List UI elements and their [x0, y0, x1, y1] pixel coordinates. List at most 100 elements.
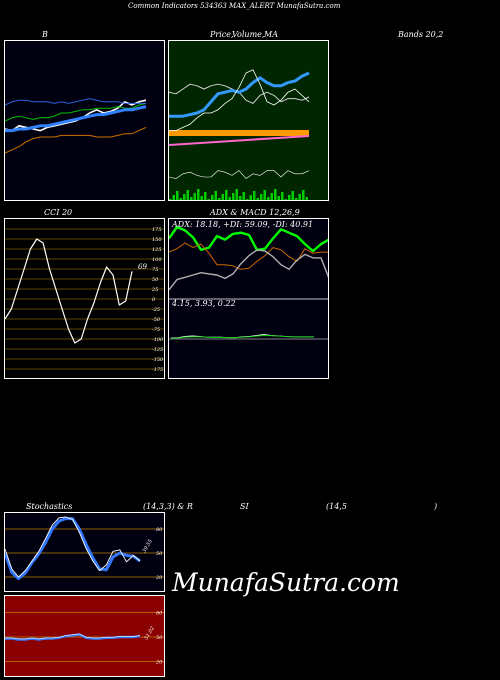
volume-bar — [179, 198, 182, 200]
rsi-tick-label: 80 — [156, 610, 163, 616]
macd-values: 4.15, 3.93, 0.22 — [172, 299, 236, 308]
volume-bar — [169, 199, 172, 200]
volume-bar — [288, 195, 291, 200]
stochastics-panel: 80 50 20 39.55 — [4, 512, 165, 592]
volume-bar — [277, 196, 280, 200]
price-title-c: MA — [264, 30, 278, 39]
cci-chart: 175 150 125 100 75 50 25 0 -25 -50 -75 -100 -125 -150… — [5, 227, 164, 373]
cci-value: 69 — [138, 263, 147, 271]
price-chart — [169, 69, 310, 200]
cci-tick-label: -150 — [152, 357, 164, 363]
price-panel — [168, 40, 329, 201]
cci-tick-label: -75 — [152, 327, 160, 333]
cci-tick-label: 150 — [152, 237, 162, 243]
macd-signal-line — [170, 335, 314, 339]
volume-bar — [274, 189, 277, 200]
adx-values: ADX: 18.18, +DI: 59.09, -DI: 40.91 — [172, 220, 314, 229]
price-title-b: Volume, — [232, 30, 265, 39]
volume-bar — [200, 196, 203, 200]
adx-title: ADX & MACD 12,26,9 — [210, 208, 300, 217]
rsi-line-highlight — [5, 633, 141, 640]
cci-tick-label: -25 — [152, 307, 160, 313]
volume-bar — [214, 191, 217, 200]
volume-bar — [242, 192, 245, 200]
cci-panel: 175 150 125 100 75 50 25 0 -25 -50 -75 -100 -125 -150… — [4, 218, 165, 379]
bollinger-panel — [4, 40, 165, 201]
volume-bar — [172, 195, 175, 200]
volume-bar — [204, 192, 207, 200]
price-line — [169, 69, 310, 131]
volume-bar — [260, 194, 263, 200]
rsi-params: (14,5 — [326, 502, 347, 511]
middle-band-shadow-line — [5, 98, 146, 106]
ma-blue-line — [169, 71, 310, 118]
cci-title: CCI 20 — [44, 208, 73, 217]
adx-chart — [169, 225, 328, 340]
page-title: Common Indicators 534363 MAX_ALERT Munaf… — [128, 2, 341, 10]
adx-macd-panel — [168, 218, 329, 379]
ma-pink-line — [169, 135, 310, 146]
cci-tick-label: -50 — [152, 317, 161, 323]
cci-line — [5, 238, 133, 344]
cci-tick-label: 50 — [152, 277, 159, 283]
stoch-value-label: 39.55 — [142, 539, 154, 554]
volume-bar — [302, 190, 305, 200]
volume-bar — [186, 190, 189, 200]
volume-bar — [183, 194, 186, 200]
volume-bar — [246, 199, 249, 200]
upper-band-line — [5, 102, 147, 122]
price-title-a: Price, — [210, 30, 234, 39]
stoch-d-line — [5, 517, 141, 581]
volume-bar — [263, 190, 266, 200]
rsi-line — [5, 633, 141, 641]
volume-bar — [207, 199, 210, 200]
volume-bar — [281, 192, 284, 200]
volume-bar — [193, 193, 196, 200]
rsi-tick-label: 50 — [156, 635, 163, 641]
stoch-title: Stochastics — [26, 502, 73, 511]
stoch-tick-label: 20 — [155, 575, 163, 581]
volume-bar — [228, 197, 231, 200]
bb-title: B — [42, 30, 48, 39]
stoch-tick-label: 80 — [156, 527, 163, 533]
rsi-paren: ) — [434, 502, 438, 511]
cci-tick-label: 175 — [152, 227, 162, 233]
cci-tick-label: 0 — [152, 297, 156, 303]
rsi-tick-label: 20 — [155, 660, 163, 666]
volume-bar — [298, 194, 301, 200]
cci-tick-label: -125 — [152, 347, 163, 353]
rsi-chart: 80 50 20 51.02 — [5, 610, 164, 666]
volume-bar — [176, 191, 179, 200]
lower-band-line — [5, 126, 147, 154]
price-line — [5, 99, 147, 132]
volume-bar — [305, 197, 308, 200]
volume-bar — [225, 190, 228, 200]
volume-bar — [253, 191, 256, 200]
stoch-tick-label: 50 — [156, 551, 163, 557]
volume-bar — [232, 193, 235, 200]
stoch-params: (14,3,3) & R — [143, 502, 193, 511]
volume-bar — [197, 189, 200, 200]
stochastics-chart: 80 50 20 39.55 — [5, 516, 164, 581]
cci-tick-label: -100 — [152, 337, 164, 343]
cci-tick-label: 25 — [151, 287, 158, 293]
rsi-panel: 80 50 20 51.02 — [4, 595, 165, 677]
volume-bar — [270, 193, 273, 200]
volume-bar — [267, 197, 270, 200]
cci-tick-label: 125 — [152, 247, 162, 253]
volume-bar — [256, 198, 259, 200]
bollinger-chart — [5, 98, 147, 154]
ma-thin-line — [169, 170, 310, 179]
volume-bar — [284, 199, 287, 200]
adx-line — [169, 249, 328, 291]
cci-tick-label: -175 — [152, 367, 163, 373]
volume-bar — [295, 198, 298, 200]
rsi-value-label: 51.02 — [144, 626, 156, 641]
bands-title: Bands 20,2 — [398, 30, 444, 39]
volume-bar — [221, 194, 224, 200]
volume-bar — [211, 195, 214, 200]
plus-di-line — [169, 225, 328, 253]
watermark: MunafaSutra.com — [172, 568, 400, 597]
volume-bar — [218, 198, 221, 200]
middle-band-line — [5, 105, 147, 133]
